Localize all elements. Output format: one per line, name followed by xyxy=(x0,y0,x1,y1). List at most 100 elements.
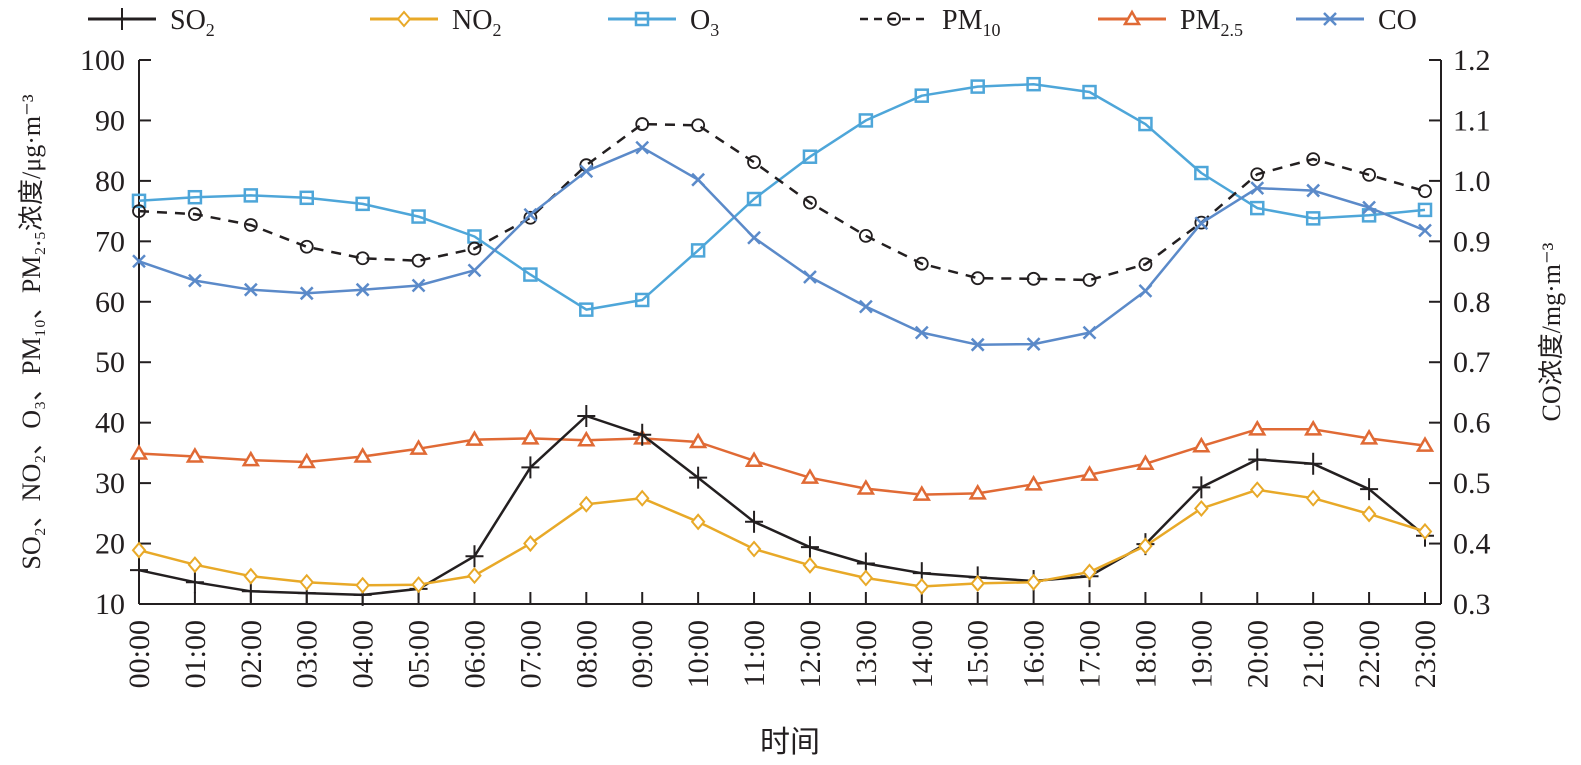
circle-marker xyxy=(1362,167,1376,182)
square-marker xyxy=(1305,211,1321,226)
circle-marker xyxy=(523,210,538,225)
left-tick-label: 30 xyxy=(95,467,125,500)
triangle-marker xyxy=(1192,436,1211,453)
triangle-marker xyxy=(800,468,820,484)
series-line xyxy=(138,146,1426,346)
diamond-marker xyxy=(131,541,147,559)
x-tick-label: 10:00 xyxy=(682,620,715,688)
triangle-marker xyxy=(185,447,205,463)
plus-marker xyxy=(521,456,540,479)
x-marker xyxy=(1306,183,1321,198)
circle-marker xyxy=(691,118,706,133)
series-o3 xyxy=(131,76,1433,317)
x-tick-label: 07:00 xyxy=(514,620,547,688)
square-marker xyxy=(1361,208,1377,223)
x-marker xyxy=(1323,12,1337,26)
series-so2 xyxy=(130,405,1434,606)
series-line xyxy=(138,122,1426,282)
series-pm10 xyxy=(132,117,1432,287)
square-marker xyxy=(746,191,762,207)
triangle-marker xyxy=(968,483,987,500)
triangle-marker xyxy=(577,430,596,447)
x-marker xyxy=(1250,181,1265,196)
right-tick-label: 0.8 xyxy=(1453,286,1491,319)
triangle-marker xyxy=(912,485,931,501)
triangle-marker xyxy=(129,444,149,460)
plus-marker xyxy=(800,536,819,559)
square-marker xyxy=(634,292,650,308)
series-line xyxy=(138,428,1426,496)
triangle-marker xyxy=(353,447,372,463)
circle-marker xyxy=(188,207,202,222)
legend-label: O3 xyxy=(690,5,719,40)
triangle-marker xyxy=(688,432,708,449)
x-marker xyxy=(1362,200,1376,215)
diamond-marker xyxy=(1417,522,1433,541)
square-marker xyxy=(299,190,314,206)
square-marker xyxy=(858,113,874,128)
x-tick-label: 18:00 xyxy=(1129,620,1162,688)
x-tick-label: 06:00 xyxy=(458,620,491,688)
triangle-marker xyxy=(465,430,484,446)
x-tick-label: 08:00 xyxy=(570,620,603,688)
right-axis-title: CO浓度/mg·m⁻³ xyxy=(1537,242,1566,421)
triangle-marker xyxy=(1415,436,1435,452)
left-axis-title-text: SO₂、NO₂、O₃、PM₁₀、PM₂.₅浓度/μg·m⁻³ xyxy=(17,94,46,569)
right-tick-label: 1.1 xyxy=(1453,104,1491,137)
plus-marker xyxy=(1304,452,1323,475)
diamond-marker xyxy=(858,569,874,587)
triangle-marker xyxy=(1024,474,1043,491)
circle-marker xyxy=(1250,167,1265,182)
x-tick-label: 03:00 xyxy=(291,620,324,688)
x-tick-label: 14:00 xyxy=(906,620,939,688)
triangle-marker xyxy=(744,451,764,467)
square-marker xyxy=(1026,76,1041,92)
circle-marker xyxy=(803,195,817,210)
square-marker xyxy=(131,193,147,209)
square-marker xyxy=(1194,165,1209,181)
left-tick-label: 10 xyxy=(95,588,125,621)
series-pm25 xyxy=(129,419,1435,501)
diamond-marker xyxy=(914,577,930,596)
legend-label: CO xyxy=(1378,5,1417,36)
triangle-marker xyxy=(521,428,540,445)
legend-item-co: CO xyxy=(1296,5,1417,36)
square-marker xyxy=(802,149,818,164)
right-tick-label: 0.9 xyxy=(1453,225,1491,258)
series-line xyxy=(138,488,1426,588)
x-tick-label: 15:00 xyxy=(962,620,995,688)
right-tick-label: 0.3 xyxy=(1453,588,1491,621)
diamond-marker xyxy=(578,495,594,513)
plus-marker xyxy=(1248,448,1267,471)
circle-marker xyxy=(355,251,370,266)
left-tick-label: 100 xyxy=(80,44,125,77)
plus-marker xyxy=(113,8,131,30)
diamond-marker xyxy=(243,567,259,585)
diamond-marker xyxy=(1305,489,1321,507)
triangle-marker xyxy=(856,479,876,495)
plus-marker xyxy=(130,559,148,582)
left-tick-label: 60 xyxy=(95,286,125,319)
diamond-marker xyxy=(355,576,370,594)
left-tick-label: 20 xyxy=(95,528,125,561)
series-co xyxy=(132,140,1432,352)
series-group xyxy=(129,76,1435,606)
circle-marker xyxy=(858,228,873,243)
legend-label: SO2 xyxy=(170,5,215,40)
circle-marker xyxy=(1138,257,1153,272)
triangle-marker xyxy=(1080,465,1099,481)
triangle-marker xyxy=(241,450,261,467)
square-marker xyxy=(355,196,370,212)
plus-marker xyxy=(633,423,652,446)
diamond-marker xyxy=(523,535,538,553)
x-tick-label: 05:00 xyxy=(403,620,436,688)
plus-marker xyxy=(745,510,764,533)
circle-marker xyxy=(1082,273,1097,287)
right-tick-label: 0.7 xyxy=(1453,346,1491,379)
legend-item-o3: O3 xyxy=(608,5,719,40)
x-marker xyxy=(914,325,929,340)
left-tick-label: 40 xyxy=(95,407,125,440)
left-tick-label: 90 xyxy=(95,104,125,137)
right-tick-label: 0.6 xyxy=(1453,407,1491,440)
